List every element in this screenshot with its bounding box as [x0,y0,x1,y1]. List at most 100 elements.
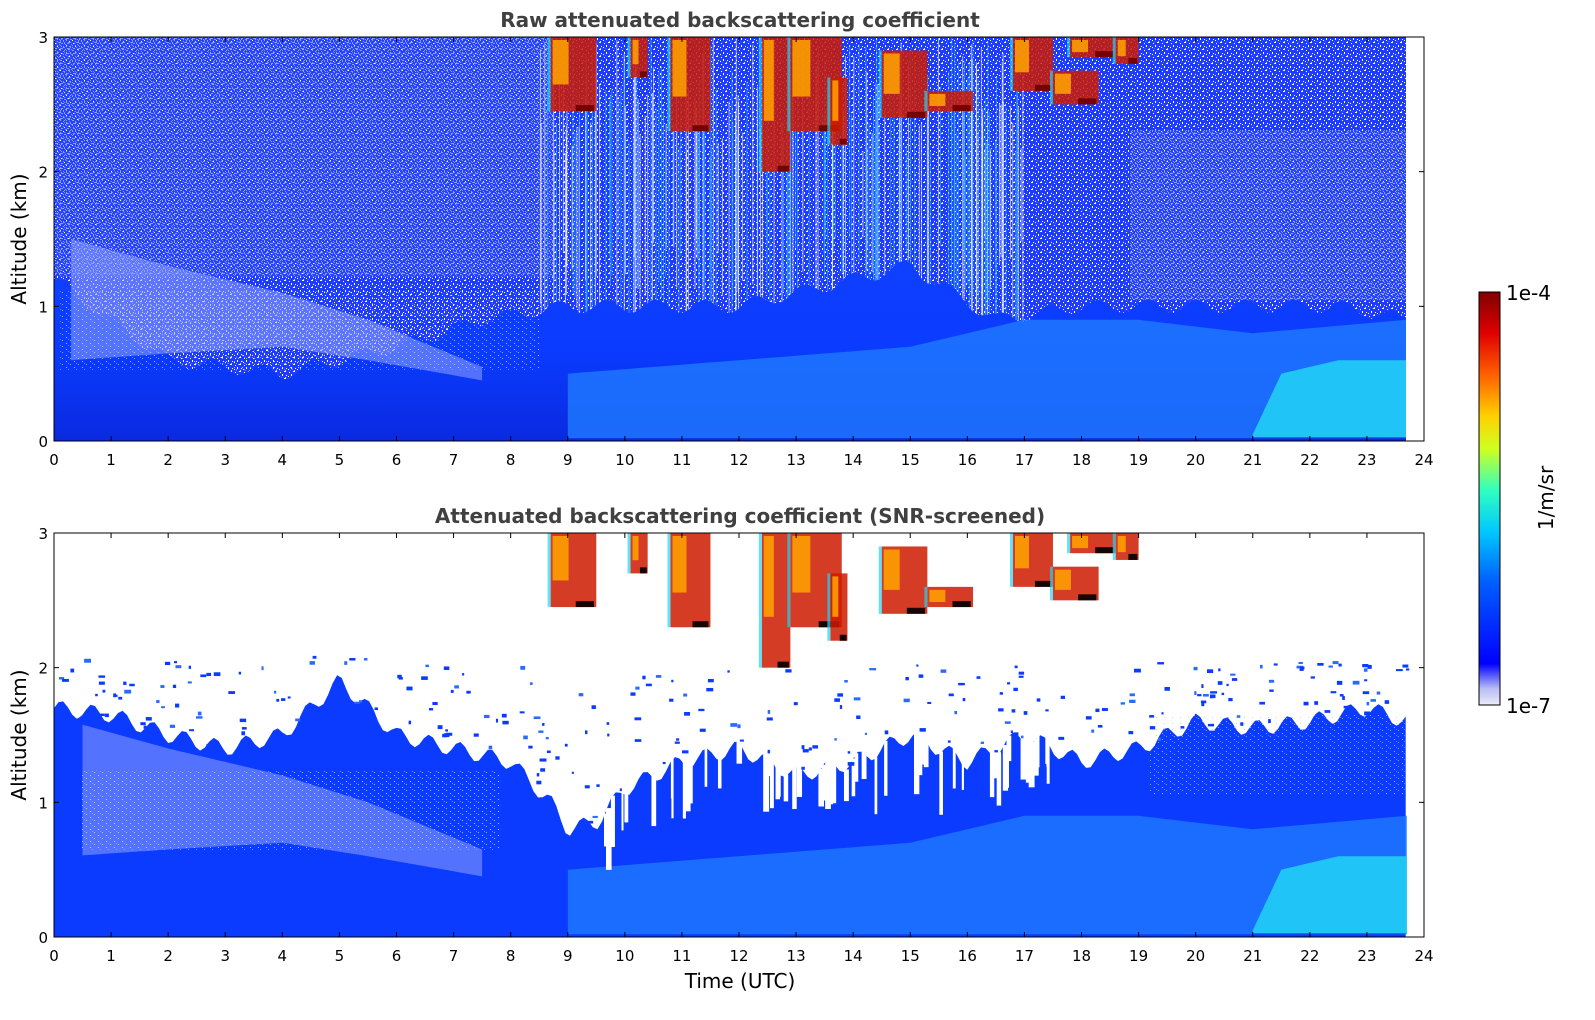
aerosol-speck [630,692,636,696]
aerosol-speck [228,691,236,694]
cloud-edge [787,533,791,628]
x-tick-label: 3 [220,947,230,965]
screened-gap [770,754,774,809]
panel-raw-noise-dense-left [54,37,554,277]
cloud-edge [1067,37,1071,58]
cloud-core [1117,40,1126,57]
aerosol-speck [523,735,528,740]
aerosol-speck [241,727,247,730]
aerosol-speck [1370,699,1376,702]
x-tick-label: 15 [901,451,920,469]
aerosol-speck [1405,668,1410,671]
aerosol-speck [1036,698,1041,702]
screened-gap [1025,740,1032,783]
colorbar-unit-label: 1/m/sr [1534,465,1558,530]
aerosol-speck [864,732,868,735]
aerosol-speck [671,679,674,683]
screened-gap [624,791,629,823]
aerosol-speck [1367,664,1372,669]
screened-gap [670,758,674,799]
cloud-core [792,40,811,97]
aerosol-speck [62,678,69,682]
aerosol-speck [169,724,176,728]
aerosol-speck [1362,691,1370,695]
x-tick-label: 21 [1243,451,1262,469]
aerosol-speck [1207,723,1215,727]
screened-gap [1002,744,1009,791]
x-tick-label: 11 [672,451,691,469]
cloud-edge [758,37,762,172]
cloud-edge [1049,70,1053,105]
cloud-core [1015,536,1029,569]
panel-screened-x-ticks: 0 1 2 3 4 5 6 7 8 9 10 11 12 13 14 15 16 17 18 19 20 21 22 23 24 [49,533,1434,965]
aerosol-speck [114,694,118,697]
screened-gap [830,757,834,805]
x-tick-label: 16 [958,451,977,469]
aerosol-speck [1332,661,1339,665]
aerosol-speck [642,675,646,680]
aerosol-speck [1259,701,1266,705]
aerosol-speck [948,693,954,697]
aerosol-speck [354,701,360,704]
aerosol-speck [839,705,843,709]
aerosol-speck [1018,675,1024,678]
aerosol-speck [954,710,958,715]
x-tick-label: 20 [1186,947,1205,965]
screened-gap [851,758,856,797]
aerosol-speck [662,761,666,765]
cloud-base [692,125,709,132]
aerosol-speck [188,665,192,669]
aerosol-speck [592,815,598,818]
aerosol-speck [1236,715,1241,718]
x-tick-label: 19 [1129,947,1148,965]
aerosol-speck [358,700,362,703]
panel-raw-plot-area [54,37,1424,441]
aerosol-speck [80,715,88,718]
aerosol-speck [834,738,837,741]
panel-screened-residual-speckle [80,770,500,850]
aerosol-speck [287,696,291,699]
x-tick-label: 12 [729,947,748,965]
aerosol-speck [591,705,596,709]
aerosol-speck [767,749,771,754]
aerosol-speck [450,689,454,693]
aerosol-speck [261,666,264,671]
aerosol-speck [398,677,403,680]
aerosol-speck [927,701,932,704]
aerosol-speck [564,743,568,747]
aerosol-speck [1268,679,1275,683]
aerosol-speck [808,747,812,751]
aerosol-speck [1197,694,1202,697]
aerosol-speck [539,758,547,762]
screened-gap [1007,735,1012,762]
aerosol-speck [998,708,1004,712]
cloud-core [672,536,687,593]
aerosol-speck [1228,697,1233,702]
aerosol-speck [1299,668,1304,671]
aerosol-speck [1317,662,1324,666]
aerosol-speck [699,728,706,732]
aerosol-speck [466,690,471,694]
aerosol-speck [175,703,180,708]
aerosol-speck [785,669,792,673]
x-tick-label: 2 [163,451,173,469]
cloud-base [1128,57,1138,64]
x-tick-label: 15 [901,947,920,965]
aerosol-speck [273,690,277,694]
aerosol-speck [1058,736,1065,740]
screened-gap [610,795,614,823]
aerosol-speck [1210,691,1218,694]
x-tick-label: 22 [1300,451,1319,469]
y-tick-label: 1 [38,298,48,316]
aerosol-speck [645,683,652,687]
aerosol-speck [1240,722,1244,726]
x-tick-label: 13 [787,451,806,469]
x-tick-label: 18 [1072,451,1091,469]
screened-gap [818,770,824,807]
screened-gap [783,774,789,802]
cloud-base [906,111,926,118]
aerosol-speck [1210,694,1216,699]
aerosol-speck [238,671,242,675]
aerosol-speck [1020,735,1024,739]
